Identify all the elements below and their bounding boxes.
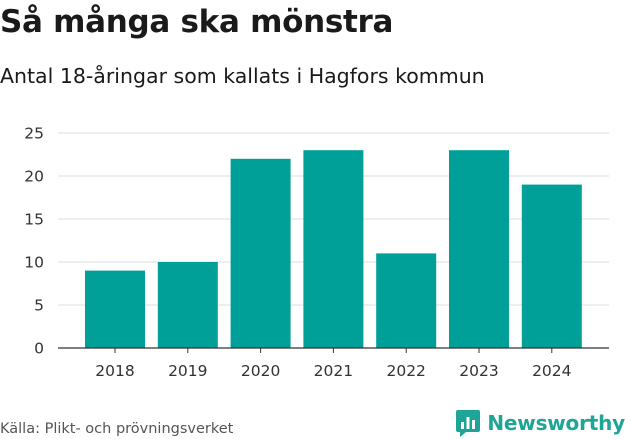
brand-name: Newsworthy [487, 411, 625, 435]
bar-2020 [230, 158, 291, 348]
x-tick-label: 2023 [459, 362, 498, 380]
y-tick-label: 20 [24, 168, 44, 186]
bar-chart: 0 5 10 15 20 25 2018 2019 2020 2021 2022 2023 2024 [24, 125, 609, 380]
x-tick-label: 2018 [95, 362, 134, 380]
bar-2021 [303, 150, 364, 348]
y-tick-label: 10 [24, 254, 44, 272]
x-tick-label: 2020 [241, 362, 280, 380]
y-tick-label: 25 [24, 125, 44, 143]
bar-2018 [85, 270, 145, 348]
x-tick-label: 2022 [386, 362, 425, 380]
y-tick-label: 15 [24, 211, 44, 229]
x-axis [58, 347, 609, 353]
bar-chart-logo-icon [456, 410, 481, 437]
x-tick-labels: 2018 2019 2020 2021 2022 2023 2024 [95, 362, 571, 380]
y-tick-label: 5 [34, 297, 44, 315]
chart-subtitle: Antal 18-åringar som kallats i Hagfors k… [0, 64, 485, 88]
x-tick-label: 2024 [532, 362, 571, 380]
bar-2019 [157, 262, 218, 348]
brand-logo: Newsworthy [455, 408, 625, 438]
bar-2022 [376, 253, 437, 348]
x-tick-label: 2021 [314, 362, 353, 380]
source-note: Källa: Plikt- och prövningsverket [0, 421, 234, 437]
y-tick-labels: 0 5 10 15 20 25 [24, 125, 44, 358]
y-tick-label: 0 [34, 340, 44, 358]
bar-2024 [521, 184, 582, 348]
chart-title: Så många ska mönstra [0, 4, 394, 40]
bar-2023 [449, 150, 509, 348]
x-tick-label: 2019 [168, 362, 207, 380]
bars [85, 150, 582, 348]
